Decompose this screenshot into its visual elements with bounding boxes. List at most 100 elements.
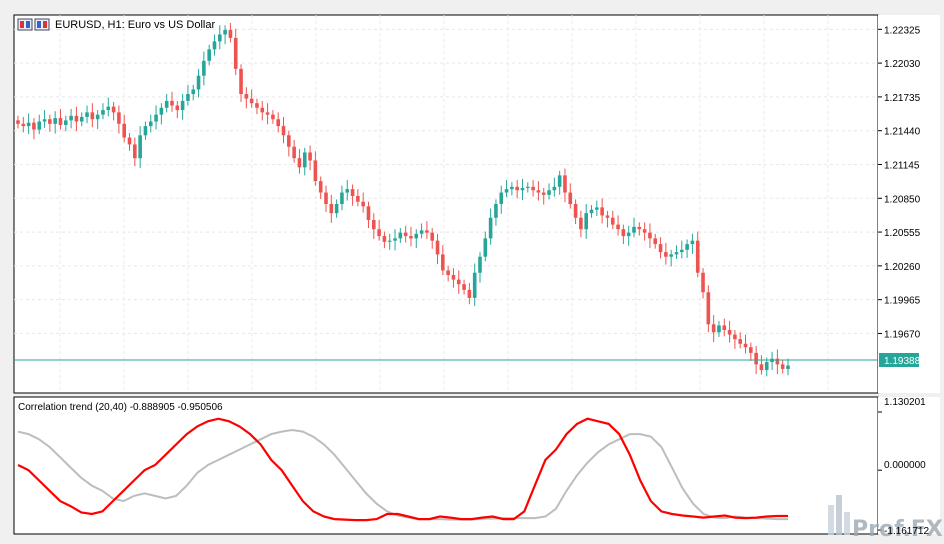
candle bbox=[685, 239, 689, 258]
candle bbox=[361, 192, 365, 213]
candle bbox=[642, 222, 647, 241]
candle bbox=[318, 176, 323, 199]
candle bbox=[653, 233, 658, 249]
candle bbox=[356, 189, 360, 207]
watermark-text: Prof.FX bbox=[852, 517, 943, 542]
candle bbox=[154, 105, 158, 130]
candle bbox=[212, 34, 217, 56]
current-price-badge bbox=[879, 353, 919, 367]
indicator-label: Correlation trend (20,40) -0.888905 -0.9… bbox=[18, 402, 223, 413]
candle bbox=[584, 204, 589, 239]
price-tick-label: 1.21735 bbox=[884, 93, 921, 104]
candle bbox=[430, 228, 435, 249]
candle bbox=[536, 181, 541, 201]
candle bbox=[202, 51, 206, 86]
chart-window-icon[interactable] bbox=[17, 18, 33, 31]
chart-window-icon-2[interactable] bbox=[34, 18, 50, 31]
current-price-label: 1.19388 bbox=[884, 356, 921, 367]
candle bbox=[610, 210, 615, 230]
candle bbox=[701, 268, 705, 299]
candle bbox=[648, 223, 652, 249]
candle bbox=[170, 91, 174, 112]
candle bbox=[164, 94, 169, 113]
price-tick-label: 1.21145 bbox=[884, 160, 920, 171]
candle bbox=[626, 225, 631, 246]
candle bbox=[472, 263, 477, 306]
candle bbox=[48, 114, 52, 132]
candle bbox=[85, 105, 89, 124]
candle bbox=[350, 184, 355, 206]
candle bbox=[334, 199, 339, 218]
candle bbox=[722, 318, 727, 337]
candle bbox=[53, 111, 57, 134]
candle bbox=[340, 185, 344, 211]
candle bbox=[780, 359, 785, 374]
candle bbox=[287, 130, 291, 157]
candle bbox=[371, 213, 376, 239]
candle bbox=[297, 149, 302, 174]
price-tick-label: 1.22325 bbox=[884, 25, 921, 36]
candle bbox=[37, 114, 42, 135]
price-tick-label: 1.20260 bbox=[884, 262, 921, 273]
candle bbox=[345, 179, 350, 201]
price-tick-label: 1.19965 bbox=[884, 296, 921, 307]
candle bbox=[510, 182, 514, 196]
candle bbox=[563, 168, 567, 203]
candle bbox=[494, 199, 498, 226]
correlation-fast-line bbox=[17, 417, 788, 522]
candle bbox=[292, 139, 296, 163]
candle bbox=[467, 283, 472, 305]
candle bbox=[552, 177, 557, 197]
candle bbox=[488, 208, 493, 245]
candle bbox=[483, 231, 488, 262]
candle bbox=[106, 97, 111, 117]
candle bbox=[557, 170, 562, 195]
candle bbox=[244, 87, 249, 109]
candle bbox=[228, 23, 233, 43]
candle bbox=[138, 126, 142, 168]
candle bbox=[95, 110, 100, 129]
candle bbox=[600, 198, 604, 224]
candle bbox=[717, 320, 721, 337]
candle bbox=[568, 183, 573, 209]
candle bbox=[377, 220, 381, 241]
price-tick-label: 1.20555 bbox=[884, 228, 921, 239]
candlestick-series bbox=[16, 23, 790, 377]
candle bbox=[111, 102, 116, 121]
candle bbox=[63, 115, 68, 132]
candle bbox=[451, 268, 456, 288]
candle bbox=[515, 179, 519, 199]
price-plot-area[interactable] bbox=[13, 14, 879, 394]
candle bbox=[117, 105, 121, 134]
candle bbox=[456, 270, 461, 294]
candle bbox=[706, 285, 711, 333]
candle bbox=[541, 187, 546, 205]
candle bbox=[441, 245, 445, 276]
candle bbox=[573, 199, 578, 225]
candle bbox=[302, 147, 307, 176]
indicator-axis-max: 1.130201 bbox=[884, 397, 926, 408]
candle bbox=[276, 112, 281, 133]
candle bbox=[271, 110, 275, 124]
candle bbox=[217, 25, 222, 50]
candle bbox=[122, 114, 127, 143]
candle bbox=[265, 103, 270, 125]
candle bbox=[191, 84, 196, 101]
candle bbox=[520, 178, 525, 200]
indicator-plot-area[interactable] bbox=[13, 396, 879, 535]
candle bbox=[605, 210, 610, 228]
price-tick-label: 1.21440 bbox=[884, 127, 921, 138]
symbol-label: EURUSD, H1: Euro vs US Dollar bbox=[55, 19, 215, 31]
candle bbox=[414, 229, 419, 249]
candle bbox=[21, 116, 26, 133]
candle bbox=[499, 185, 504, 214]
candle bbox=[324, 185, 328, 213]
candle bbox=[419, 223, 424, 239]
candle bbox=[233, 28, 238, 76]
candle bbox=[738, 332, 743, 349]
candle bbox=[658, 237, 663, 259]
candle bbox=[446, 265, 450, 282]
candle bbox=[579, 210, 583, 238]
price-tick-label: 1.22030 bbox=[884, 59, 921, 70]
